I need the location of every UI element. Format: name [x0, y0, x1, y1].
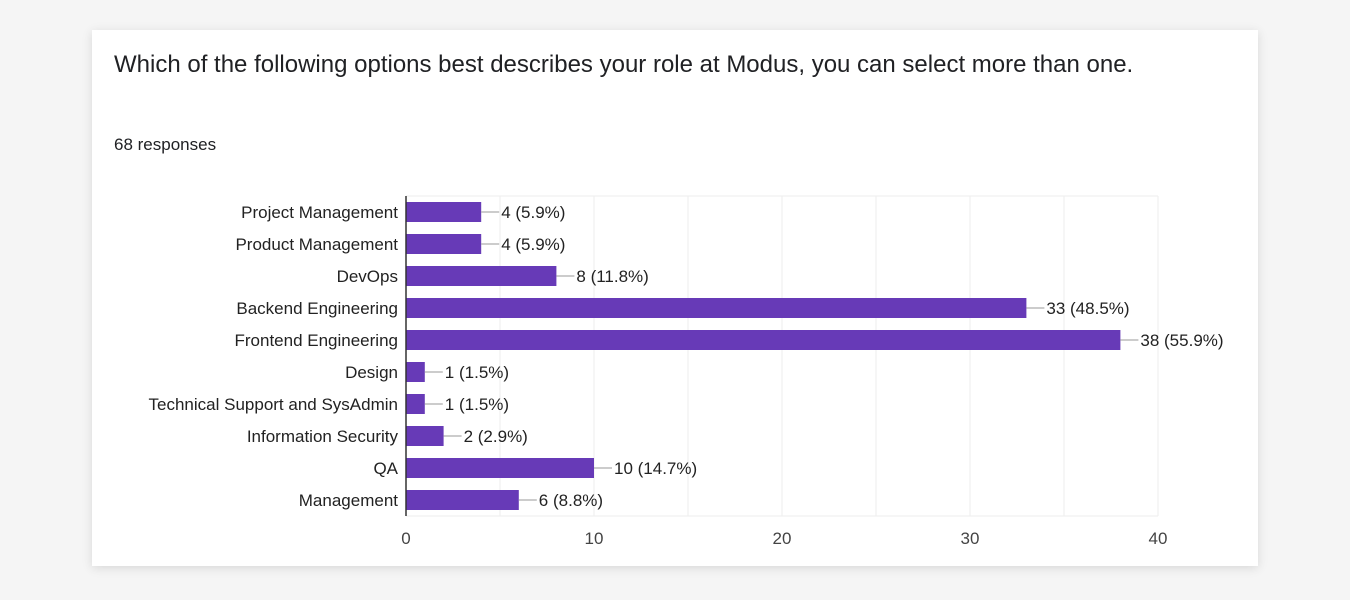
category-label: Information Security [247, 427, 399, 446]
bar [406, 426, 444, 446]
bar-chart: Project Management 4 (5.9%) Product Manage… [149, 195, 1224, 548]
response-count: 68 responses [114, 135, 217, 154]
bar [406, 202, 482, 222]
bar [406, 490, 519, 510]
x-tick-label: 20 [773, 529, 792, 548]
value-label: 10 (14.7%) [614, 459, 697, 478]
bar [406, 234, 482, 254]
category-label: Product Management [235, 235, 398, 254]
value-label: 4 (5.9%) [501, 203, 565, 222]
category-label: QA [373, 459, 398, 478]
value-label: 6 (8.8%) [539, 491, 603, 510]
bar [406, 330, 1121, 350]
bar [406, 362, 425, 382]
category-label: DevOps [337, 267, 398, 286]
bar [406, 394, 425, 414]
chart-card: Which of the following options best desc… [92, 30, 1258, 566]
x-tick-label: 40 [1149, 529, 1168, 548]
x-tick-label: 0 [401, 529, 410, 548]
value-label: 33 (48.5%) [1046, 299, 1129, 318]
category-label: Management [299, 491, 399, 510]
axes: 0 10 20 30 40 [401, 196, 1167, 548]
category-label: Design [345, 363, 398, 382]
category-label: Frontend Engineering [234, 331, 398, 350]
x-tick-label: 10 [585, 529, 604, 548]
bar [406, 298, 1027, 318]
category-label: Backend Engineering [236, 299, 398, 318]
value-label: 38 (55.9%) [1140, 331, 1223, 350]
value-label: 1 (1.5%) [445, 395, 509, 414]
category-label: Technical Support and SysAdmin [149, 395, 398, 414]
value-label: 1 (1.5%) [445, 363, 509, 382]
labels: Project Management 4 (5.9%) Product Manage… [149, 203, 1224, 510]
question-title: Which of the following options best desc… [114, 51, 1134, 78]
bar [406, 266, 557, 286]
bars [406, 202, 1121, 510]
value-label: 4 (5.9%) [501, 235, 565, 254]
category-label: Project Management [241, 203, 398, 222]
value-label: 2 (2.9%) [464, 427, 528, 446]
bar [406, 458, 594, 478]
x-tick-label: 30 [961, 529, 980, 548]
value-label: 8 (11.8%) [576, 267, 648, 286]
